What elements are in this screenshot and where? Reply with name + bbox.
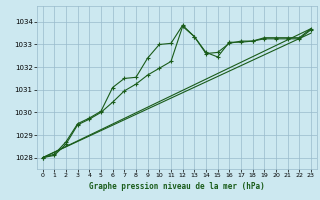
X-axis label: Graphe pression niveau de la mer (hPa): Graphe pression niveau de la mer (hPa) (89, 182, 265, 191)
